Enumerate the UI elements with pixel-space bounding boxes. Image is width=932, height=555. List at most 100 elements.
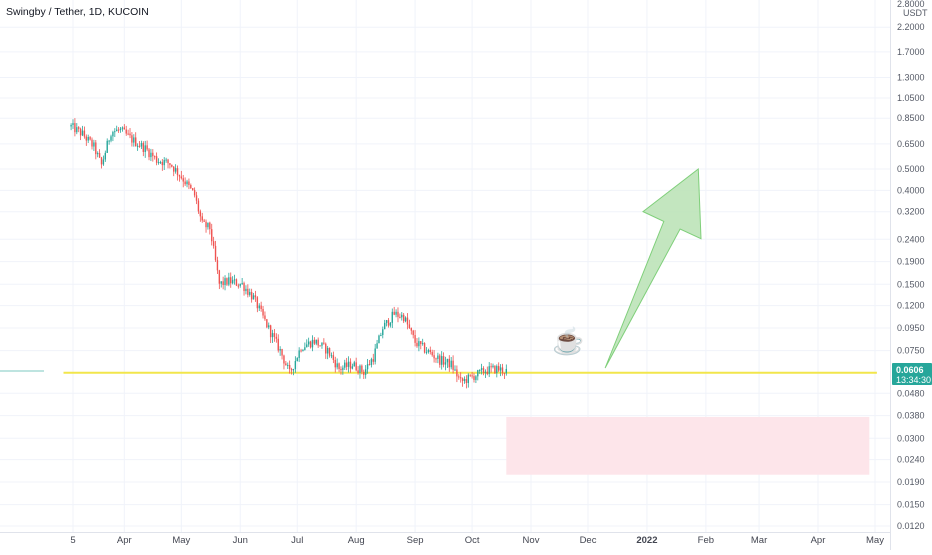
- candle-body: [458, 376, 460, 378]
- candle-body: [186, 181, 188, 185]
- candle-body: [133, 137, 135, 143]
- y-tick-label: 0.0950: [897, 323, 925, 333]
- candle-body: [376, 343, 378, 349]
- candle-wick: [340, 366, 342, 375]
- candle-wick: [486, 366, 488, 376]
- candle-body: [135, 137, 137, 147]
- candle-body: [157, 162, 160, 164]
- x-tick-label: Oct: [465, 535, 480, 546]
- price-tag-bg: [892, 363, 932, 386]
- candle-body: [262, 308, 264, 316]
- x-tick-label: Jun: [233, 535, 248, 546]
- y-tick-label: 0.0750: [897, 346, 925, 356]
- y-tick-label: 2.2000: [897, 22, 925, 32]
- candle-body: [279, 349, 281, 351]
- candle-body: [292, 368, 295, 371]
- candle-body: [205, 221, 207, 228]
- candle-body: [173, 166, 175, 172]
- candle-body: [439, 355, 441, 365]
- candle-body: [499, 367, 502, 371]
- candle-body: [452, 360, 454, 370]
- candle-body: [117, 129, 120, 131]
- candle-body: [326, 347, 329, 354]
- candle-body: [482, 368, 485, 374]
- y-tick-label: 0.0120: [897, 521, 925, 531]
- candle-wick: [342, 365, 344, 375]
- candle-body: [209, 222, 211, 230]
- candle-body: [216, 260, 219, 271]
- candle-body: [311, 339, 314, 348]
- candle-body: [182, 178, 184, 182]
- candle-wick: [399, 313, 401, 319]
- x-tick-label: Sep: [407, 535, 424, 546]
- candle-body: [228, 277, 230, 285]
- candle-body: [273, 333, 276, 337]
- candle-body: [241, 283, 243, 285]
- candle-body: [306, 344, 308, 348]
- candle-wick: [158, 158, 159, 165]
- candle-body: [87, 137, 89, 141]
- candle-body: [245, 288, 247, 292]
- candle-body: [176, 168, 179, 176]
- candle-body: [461, 378, 464, 381]
- candle-wick: [97, 151, 99, 158]
- candle-body: [501, 367, 504, 373]
- candle-body: [287, 364, 289, 366]
- candle-wick: [479, 369, 481, 374]
- candle-body: [165, 159, 167, 161]
- candle-body: [296, 358, 298, 362]
- candle-body: [465, 379, 468, 383]
- candle-wick: [410, 327, 412, 335]
- candle-body: [188, 181, 190, 186]
- candle-body: [108, 140, 110, 142]
- candle-body: [503, 372, 506, 374]
- candle-body: [389, 322, 392, 326]
- x-tick-label: Aug: [348, 535, 365, 546]
- candle-wick: [471, 371, 473, 379]
- candle-body: [74, 123, 76, 133]
- y-axis-unit-label: USDT: [903, 8, 928, 18]
- y-tick-label: 0.8500: [897, 113, 925, 123]
- candle-body: [224, 278, 226, 286]
- candle-body: [459, 377, 462, 379]
- candle-wick: [127, 129, 129, 136]
- candle-body: [148, 149, 150, 158]
- candle-body: [355, 362, 357, 371]
- x-tick-label: Nov: [523, 535, 540, 546]
- candle-wick: [285, 360, 287, 366]
- x-tick-label: May: [172, 535, 190, 546]
- candle-body: [125, 129, 127, 134]
- candle-body: [150, 152, 152, 158]
- candle-body: [332, 355, 335, 360]
- candle-body: [345, 362, 348, 367]
- candle-wick: [108, 139, 110, 145]
- candle-wick: [504, 372, 505, 379]
- candle-body: [402, 314, 405, 322]
- candle-body: [199, 211, 202, 217]
- candle-body: [89, 137, 91, 140]
- candle-body: [97, 153, 99, 155]
- candle-body: [328, 347, 331, 356]
- candle-body: [72, 123, 74, 125]
- candle-body: [230, 277, 232, 284]
- candle-body: [302, 349, 304, 351]
- candle-body: [433, 355, 435, 359]
- candle-body: [211, 229, 213, 242]
- candle-body: [106, 140, 108, 153]
- candle-body: [486, 371, 489, 374]
- candle-body: [359, 365, 361, 373]
- candle-body: [406, 317, 409, 325]
- candle-body: [435, 358, 437, 360]
- candle-wick: [462, 377, 463, 387]
- candle-body: [281, 349, 283, 356]
- last-price-value: 0.0606: [896, 365, 924, 375]
- candle-wick: [369, 360, 370, 366]
- candle-wick: [446, 358, 448, 368]
- candle-body: [440, 356, 443, 365]
- candle-body: [214, 245, 217, 261]
- y-tick-label: 1.3000: [897, 73, 925, 83]
- candle-body: [420, 341, 422, 345]
- candle-body: [193, 190, 196, 196]
